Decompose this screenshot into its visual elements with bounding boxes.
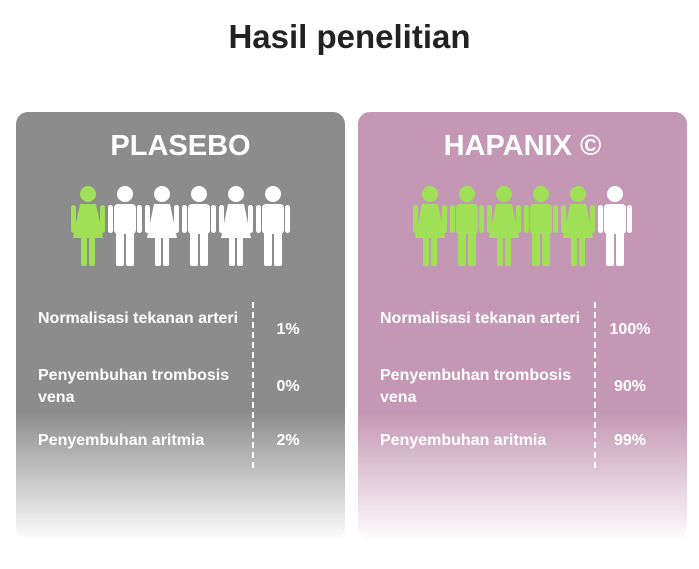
row-label: Penyembuhan trombosis vena — [380, 367, 572, 406]
row-label: Penyembuhan aritmia — [38, 432, 205, 449]
divider — [252, 302, 254, 468]
person-icon — [182, 186, 216, 266]
person-icon — [256, 186, 290, 266]
row-label: Normalisasi tekanan arteri — [380, 310, 581, 327]
row-value: 2% — [276, 432, 300, 449]
row-label: Penyembuhan aritmia — [380, 432, 547, 449]
row-label: Penyembuhan trombosis vena — [38, 367, 230, 406]
row-value: 99% — [613, 432, 647, 449]
person-icon — [108, 186, 142, 266]
person-icon — [219, 186, 253, 266]
person-icon — [524, 186, 558, 266]
people-row — [358, 186, 687, 266]
person-icon — [487, 186, 521, 266]
row-value: 0% — [276, 378, 300, 395]
person-icon — [145, 186, 179, 266]
row-label: Normalisasi tekanan arteri — [38, 310, 239, 327]
page-title: Hasil penelitian — [228, 18, 471, 55]
person-icon — [71, 186, 105, 266]
person-icon — [561, 186, 595, 266]
people-row — [16, 186, 345, 266]
card-title: HAPANIX © — [443, 130, 602, 162]
row-value: 90% — [613, 378, 647, 395]
divider — [594, 302, 596, 468]
row-value: 100% — [609, 321, 651, 338]
person-icon — [413, 186, 447, 266]
row-value: 1% — [276, 321, 300, 338]
person-icon — [598, 186, 632, 266]
result-card: PLASEBO Normalisasi tekanan arteri 1% Penye… — [16, 112, 345, 540]
result-card: HAPANIX © Normalisasi tekanan arteri 100% P… — [358, 112, 687, 540]
person-icon — [450, 186, 484, 266]
card-title: PLASEBO — [110, 130, 251, 162]
